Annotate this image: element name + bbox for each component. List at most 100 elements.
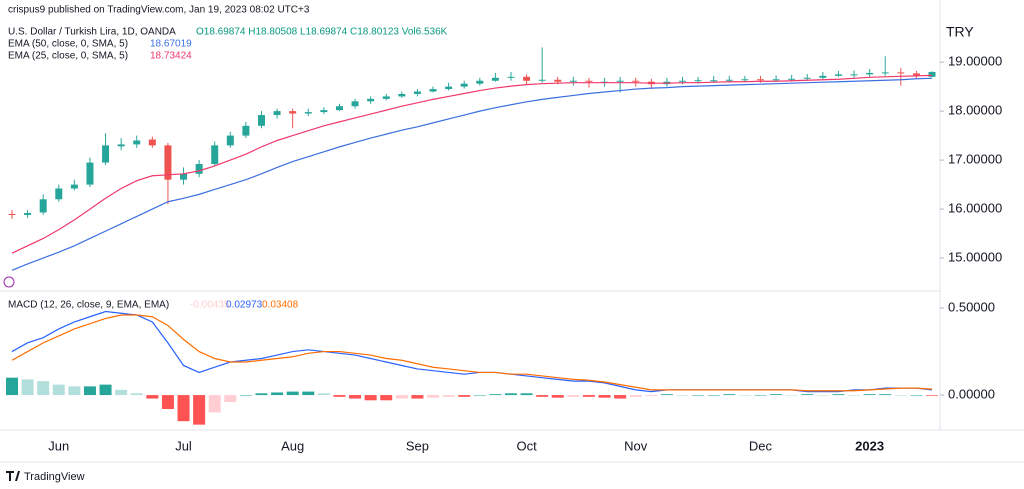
histogram-bar	[255, 393, 268, 396]
candle-body	[242, 125, 250, 136]
histogram-bar	[146, 395, 159, 399]
brand-name: TradingView	[24, 471, 85, 483]
x-tick-label: Nov	[624, 438, 648, 453]
candle-body	[148, 139, 156, 146]
histogram-bar	[239, 395, 252, 396]
candle-body	[413, 91, 421, 94]
histogram-bar	[224, 395, 237, 403]
candle-body	[351, 101, 359, 107]
candle-body	[180, 173, 188, 180]
x-tick-label: Jun	[48, 438, 69, 453]
histogram-bar	[271, 392, 284, 396]
histogram-bar	[458, 395, 471, 397]
ema-line	[11, 74, 933, 254]
x-tick-label: Sep	[406, 438, 429, 453]
indicator-title: MACD (12, 26, close, 9, EMA, EMA)	[8, 300, 169, 311]
histogram-bar	[21, 379, 34, 396]
legend-label: EMA (25, close, 0, SMA, 5)	[8, 51, 128, 62]
candle-body	[304, 112, 312, 114]
histogram-bar	[504, 393, 517, 396]
candle-body	[523, 76, 531, 81]
histogram-bar	[582, 395, 595, 397]
candle-body	[8, 213, 16, 215]
histogram	[6, 377, 938, 425]
histogram-bar	[489, 394, 502, 396]
publisher-note: crispus9 published on TradingView.com, J…	[8, 5, 310, 16]
candle-body	[382, 96, 390, 99]
histogram-bar	[863, 394, 876, 396]
candle-body	[694, 80, 702, 82]
candle-body	[55, 188, 63, 200]
histogram-bar	[427, 395, 440, 398]
y-tick-label: 18.00000	[948, 103, 1002, 118]
y-tick-label: 15.00000	[948, 249, 1002, 264]
candle-body	[320, 110, 328, 113]
candle-body	[741, 79, 749, 81]
histogram-bar	[926, 395, 938, 396]
histogram-bar	[785, 395, 798, 396]
candle-body	[616, 80, 624, 82]
histogram-bar	[37, 381, 50, 396]
histogram-bar	[754, 395, 767, 396]
candle-body	[788, 78, 796, 80]
histogram-bar	[692, 395, 705, 396]
histogram-bar	[770, 394, 783, 396]
histogram-bar	[520, 393, 533, 396]
histogram-bar	[848, 395, 861, 396]
histogram-bar	[660, 394, 673, 396]
histogram-bar	[130, 393, 143, 396]
candle-body	[866, 72, 874, 75]
histogram-bar	[879, 394, 892, 396]
x-tick-label: Oct	[516, 438, 537, 453]
histogram-bar	[83, 386, 96, 396]
candle-body	[476, 80, 484, 84]
candle-body	[86, 162, 94, 185]
candle-body	[460, 83, 468, 87]
histogram-bar	[52, 384, 65, 396]
histogram-bar	[208, 395, 221, 413]
candle-body	[756, 79, 764, 81]
legend-value: -0.00435	[190, 300, 230, 311]
histogram-bar	[723, 394, 736, 396]
histogram-bar	[177, 395, 190, 422]
candle-body	[554, 79, 562, 82]
histogram-bar	[816, 395, 829, 396]
histogram-bar	[161, 395, 174, 409]
histogram-bar	[99, 384, 112, 396]
legend-value: 18.67019	[150, 39, 192, 50]
histogram-bar	[364, 395, 377, 401]
histogram-bar	[598, 395, 611, 398]
histogram-bar	[676, 395, 689, 396]
candle-body	[117, 144, 125, 147]
y-tick-label: 0.50000	[948, 299, 995, 314]
histogram-bar	[6, 377, 18, 396]
candle-body	[710, 80, 718, 82]
candle-body	[211, 145, 219, 165]
candle-body	[834, 74, 842, 76]
candle-body	[819, 75, 827, 78]
histogram-bar	[707, 395, 720, 396]
candle-body	[273, 111, 281, 116]
candle-body	[195, 164, 203, 174]
candle-body	[445, 86, 453, 90]
histogram-bar	[832, 394, 845, 396]
candle-body	[585, 80, 593, 82]
candle-body	[367, 98, 375, 102]
y-tick-label: 16.00000	[948, 201, 1002, 216]
candle-body	[491, 77, 499, 81]
candle-body	[398, 93, 406, 97]
x-tick-label: 2023	[855, 438, 884, 453]
candle-body	[881, 72, 889, 74]
brand-logo	[6, 471, 20, 481]
candle-body	[226, 135, 234, 146]
candle-body	[725, 79, 733, 81]
candle-body	[102, 145, 110, 163]
candle-body	[70, 184, 78, 189]
candle-body	[289, 111, 297, 114]
currency-label: TRY	[946, 24, 974, 40]
candle-body	[569, 80, 577, 82]
candle-body	[335, 106, 343, 111]
y-tick-label: 0.00000	[948, 387, 995, 402]
